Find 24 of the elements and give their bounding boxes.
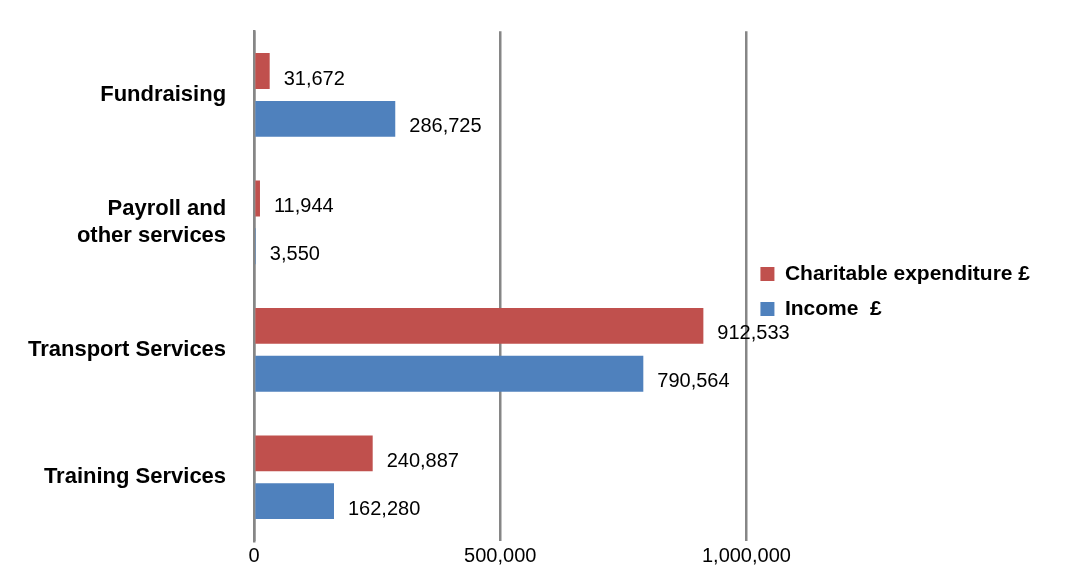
data-label: 162,280	[347, 496, 421, 519]
legend-label: Income £	[784, 295, 883, 319]
data-label: 790,564	[657, 369, 730, 392]
data-label: 240,887	[386, 448, 459, 471]
data-label: 3,550	[269, 241, 320, 264]
bar	[255, 180, 260, 217]
y-tick-label: Payroll and other services	[76, 195, 227, 247]
bar	[255, 53, 270, 89]
x-tick-label: 1,000,000	[701, 543, 791, 566]
x-tick-label: 0	[248, 543, 260, 566]
bar	[255, 483, 334, 520]
data-label: 31,672	[283, 66, 345, 89]
y-tick-label: Training Services	[43, 463, 227, 489]
bar	[255, 355, 644, 392]
data-label: 286,725	[409, 114, 482, 137]
y-tick-label: Fundraising	[100, 80, 227, 106]
data-label: 11,944	[273, 193, 334, 216]
data-label: 912,533	[717, 321, 790, 344]
bar	[255, 100, 396, 137]
legend-label: Charitable expenditure £	[784, 260, 1031, 284]
bar	[255, 308, 704, 344]
bar	[255, 435, 373, 472]
x-tick-label: 500,000	[464, 543, 537, 566]
y-tick-label: Transport Services	[27, 335, 227, 361]
